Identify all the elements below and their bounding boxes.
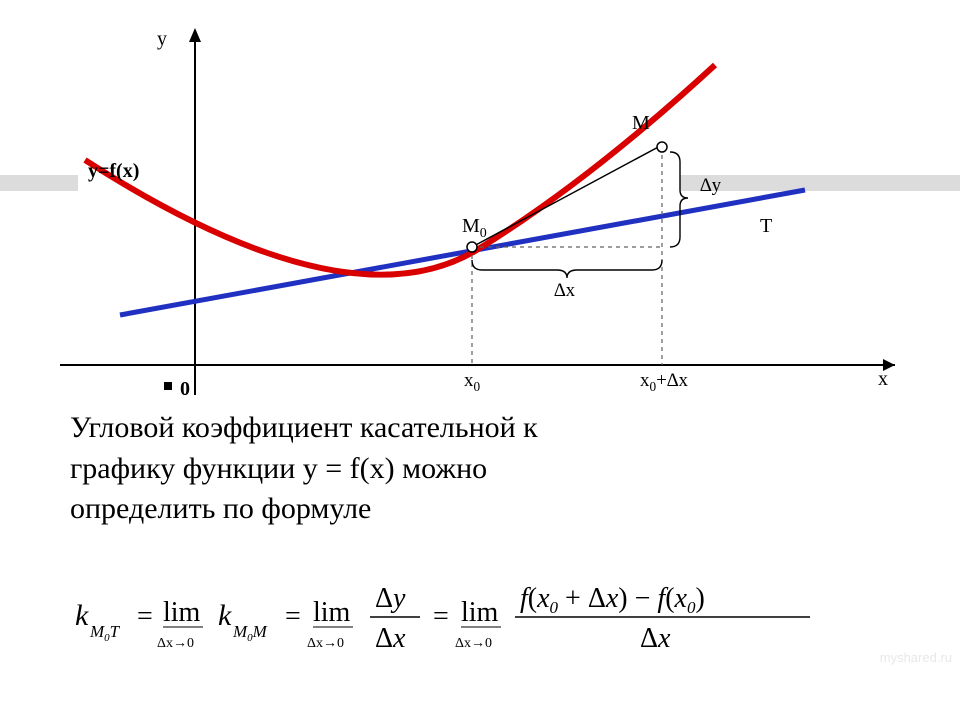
label-x0dx: x0+∆x	[640, 370, 688, 395]
tangent-line	[120, 190, 805, 315]
text-line-1: Угловой коэффициент касательной к	[70, 408, 890, 449]
f-lim1-sub: Δx→0	[157, 636, 194, 651]
label-x0: x0	[464, 370, 480, 395]
brace-dx	[472, 260, 662, 278]
graph-svg	[0, 0, 960, 400]
f-k2-sub: M0M	[232, 622, 268, 644]
formula: k M0T = lim Δx→0 k M0M = lim Δx→0 Δy Δx …	[75, 565, 895, 695]
f-frac2-top: f(x0 + Δx) − f(x0)	[520, 583, 705, 617]
label-t: T	[760, 215, 772, 238]
f-lim2: lim	[313, 597, 351, 628]
description-text: Угловой коэффициент касательной к график…	[70, 408, 890, 530]
f-lim3: lim	[461, 597, 499, 628]
label-y: y	[157, 28, 167, 51]
label-dx: ∆x	[554, 280, 575, 302]
f-eq2: =	[285, 601, 301, 632]
point-m	[657, 142, 667, 152]
origin-bullet	[164, 382, 172, 390]
f-lim1: lim	[163, 597, 201, 628]
y-axis-arrow	[189, 28, 201, 42]
text-line-2: графику функции y = f(x) можно	[70, 449, 890, 490]
label-m0: M0	[462, 215, 487, 242]
label-m: M	[632, 112, 650, 135]
f-k2: k	[218, 599, 232, 632]
label-origin: 0	[180, 378, 190, 401]
f-eq1: =	[137, 601, 153, 632]
text-line-3: определить по формуле	[70, 489, 890, 530]
label-dy: ∆y	[700, 175, 721, 197]
brace-dy	[670, 152, 688, 247]
f-lim2-sub: Δx→0	[307, 636, 344, 651]
f-k1-sub: M0T	[89, 622, 121, 644]
f-frac1-top: Δy	[375, 583, 406, 614]
label-x: x	[878, 368, 888, 391]
f-frac1-bot: Δx	[375, 623, 406, 654]
f-eq3: =	[433, 601, 449, 632]
curve	[85, 65, 715, 275]
f-lim3-sub: Δx→0	[455, 636, 492, 651]
f-k1: k	[75, 599, 89, 632]
f-frac2-bot: Δx	[640, 623, 671, 654]
formula-svg: k M0T = lim Δx→0 k M0M = lim Δx→0 Δy Δx …	[75, 565, 895, 695]
graph-area: y x 0 y=f(x) M0 M T x0 x0+∆x ∆x ∆y	[0, 0, 960, 400]
point-m0	[467, 242, 477, 252]
watermark: myshared.ru	[880, 650, 952, 665]
label-func: y=f(x)	[88, 160, 139, 183]
